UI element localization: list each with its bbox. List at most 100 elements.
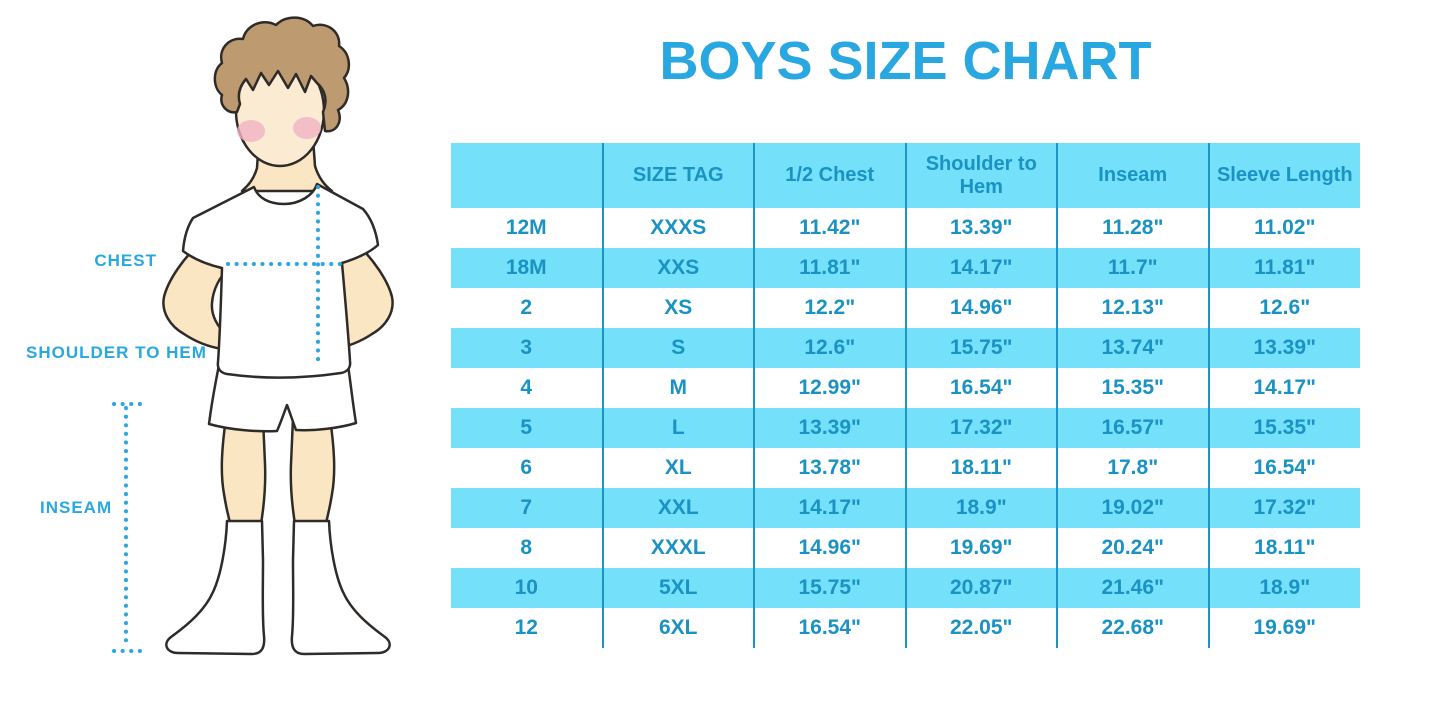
half-chest-cell: 11.42" <box>753 208 906 248</box>
shoulder-to-hem-cell: 15.75" <box>904 328 1057 368</box>
size-cell: 12M <box>505 216 547 239</box>
size-cell: 8 <box>520 536 533 559</box>
inseam-cell: 17.8" <box>1056 448 1209 488</box>
table-header: SIZE TAG 1/2 Chest Shoulder to Hem Insea… <box>451 143 1360 208</box>
sleeve-length-cell: 19.69" <box>1207 608 1360 648</box>
half-chest-cell: 13.78" <box>753 448 906 488</box>
chest-label: CHEST <box>94 251 157 270</box>
sleeve-length-cell: 17.32" <box>1207 488 1360 528</box>
table-header-row: SIZE TAG 1/2 Chest Shoulder to Hem Insea… <box>451 143 1360 208</box>
half-chest-cell: 12.2" <box>753 288 906 328</box>
inseam-cell: 13.74" <box>1056 328 1209 368</box>
size-tag-cell: XXS <box>601 248 754 288</box>
page-title: BOYS SIZE CHART <box>659 31 1152 91</box>
size-cell: 2 <box>520 296 533 319</box>
table-row: 6 XL 13.78" 18.11" 17.8" 16.54" <box>451 448 1360 488</box>
size-tag-cell: 6XL <box>601 608 754 648</box>
column-header-size-tag: SIZE TAG <box>601 143 754 208</box>
table-row: 5 L 13.39" 17.32" 16.57" 15.35" <box>451 408 1360 448</box>
boy-blush-left <box>237 120 265 142</box>
table-row: 12M XXXS 11.42" 13.39" 11.28" 11.02" <box>451 208 1360 248</box>
boy-right-leg <box>289 416 336 532</box>
sleeve-length-cell: 16.54" <box>1207 448 1360 488</box>
inseam-cell: 20.24" <box>1056 528 1209 568</box>
size-cell: 6 <box>520 456 533 479</box>
table-row: 8 XXXL 14.96" 19.69" 20.24" 18.11" <box>451 528 1360 568</box>
table-row: 10 5XL 15.75" 20.87" 21.46" 18.9" <box>451 568 1360 608</box>
table-row: 4 M 12.99" 16.54" 15.35" 14.17" <box>451 368 1360 408</box>
table-row: 7 XXL 14.17" 18.9" 19.02" 17.32" <box>451 488 1360 528</box>
boy-hair <box>213 16 351 133</box>
size-tag-cell: M <box>601 368 754 408</box>
table-body: 12M XXXS 11.42" 13.39" 11.28" 11.02" 18M… <box>451 208 1360 648</box>
shoulder-to-hem-cell: 16.54" <box>904 368 1057 408</box>
half-chest-cell: 13.39" <box>753 408 906 448</box>
inseam-cell: 22.68" <box>1056 608 1209 648</box>
shoulder-to-hem-cell: 18.9" <box>904 488 1057 528</box>
inseam-cell: 12.13" <box>1056 288 1209 328</box>
size-tag-cell: XXXL <box>601 528 754 568</box>
size-tag-cell: L <box>601 408 754 448</box>
table-row: 18M XXS 11.81" 14.17" 11.7" 11.81" <box>451 248 1360 288</box>
boy-blush-right <box>293 117 321 139</box>
table-row: 12 6XL 16.54" 22.05" 22.68" 19.69" <box>451 608 1360 648</box>
shoulder-to-hem-cell: 19.69" <box>904 528 1057 568</box>
sleeve-length-cell: 11.81" <box>1207 248 1360 288</box>
shoulder-to-hem-cell: 13.39" <box>904 208 1057 248</box>
table-row: 3 S 12.6" 15.75" 13.74" 13.39" <box>451 328 1360 368</box>
shoulder-to-hem-cell: 17.32" <box>904 408 1057 448</box>
size-cell: 4 <box>520 376 533 399</box>
boy-left-leg <box>220 416 267 532</box>
size-cell: 3 <box>520 336 533 359</box>
inseam-cell: 11.28" <box>1056 208 1209 248</box>
sleeve-length-cell: 14.17" <box>1207 368 1360 408</box>
column-header-sleeve-length: Sleeve Length <box>1207 143 1360 208</box>
shoulder-to-hem-label: SHOULDER TO HEM <box>26 343 207 362</box>
size-tag-cell: XL <box>601 448 754 488</box>
size-chart-table: SIZE TAG 1/2 Chest Shoulder to Hem Insea… <box>451 143 1360 648</box>
column-header-shoulder-to-hem: Shoulder to Hem <box>904 143 1057 208</box>
boy-tshirt <box>181 182 380 379</box>
shoulder-to-hem-cell: 22.05" <box>904 608 1057 648</box>
boy-shorts <box>207 363 358 433</box>
size-cell: 10 <box>514 576 538 599</box>
column-header-inseam: Inseam <box>1056 143 1209 208</box>
boy-left-sock <box>165 519 266 656</box>
size-tag-cell: S <box>601 328 754 368</box>
measurement-lines <box>112 185 347 653</box>
inseam-cell: 19.02" <box>1056 488 1209 528</box>
sleeve-length-cell: 12.6" <box>1207 288 1360 328</box>
size-tag-cell: XS <box>601 288 754 328</box>
sleeve-length-cell: 13.39" <box>1207 328 1360 368</box>
half-chest-cell: 11.81" <box>753 248 906 288</box>
sleeve-length-cell: 15.35" <box>1207 408 1360 448</box>
inseam-label: INSEAM <box>40 498 113 517</box>
size-tag-cell: 5XL <box>601 568 754 608</box>
column-header-blank <box>451 143 603 208</box>
size-cell: 12 <box>514 616 538 639</box>
inseam-cell: 16.57" <box>1056 408 1209 448</box>
size-tag-cell: XXL <box>601 488 754 528</box>
size-cell: 5 <box>520 416 533 439</box>
inseam-cell: 21.46" <box>1056 568 1209 608</box>
size-cell: 18M <box>505 256 547 279</box>
sleeve-length-cell: 18.9" <box>1207 568 1360 608</box>
boy-right-sock <box>290 519 391 656</box>
size-tag-cell: XXXS <box>601 208 754 248</box>
half-chest-cell: 14.96" <box>753 528 906 568</box>
half-chest-cell: 14.17" <box>753 488 906 528</box>
size-cell: 7 <box>520 496 533 519</box>
shoulder-to-hem-cell: 14.96" <box>904 288 1057 328</box>
half-chest-cell: 12.6" <box>753 328 906 368</box>
sleeve-length-cell: 11.02" <box>1207 208 1360 248</box>
half-chest-cell: 12.99" <box>753 368 906 408</box>
boy-measurement-illustration: CHEST SHOULDER TO HEM INSEAM <box>0 0 450 723</box>
inseam-cell: 15.35" <box>1056 368 1209 408</box>
half-chest-cell: 15.75" <box>753 568 906 608</box>
shoulder-to-hem-cell: 20.87" <box>904 568 1057 608</box>
column-header-half-chest: 1/2 Chest <box>753 143 906 208</box>
boy-figure-svg <box>112 16 394 656</box>
shoulder-to-hem-cell: 18.11" <box>904 448 1057 488</box>
half-chest-cell: 16.54" <box>753 608 906 648</box>
sleeve-length-cell: 18.11" <box>1207 528 1360 568</box>
